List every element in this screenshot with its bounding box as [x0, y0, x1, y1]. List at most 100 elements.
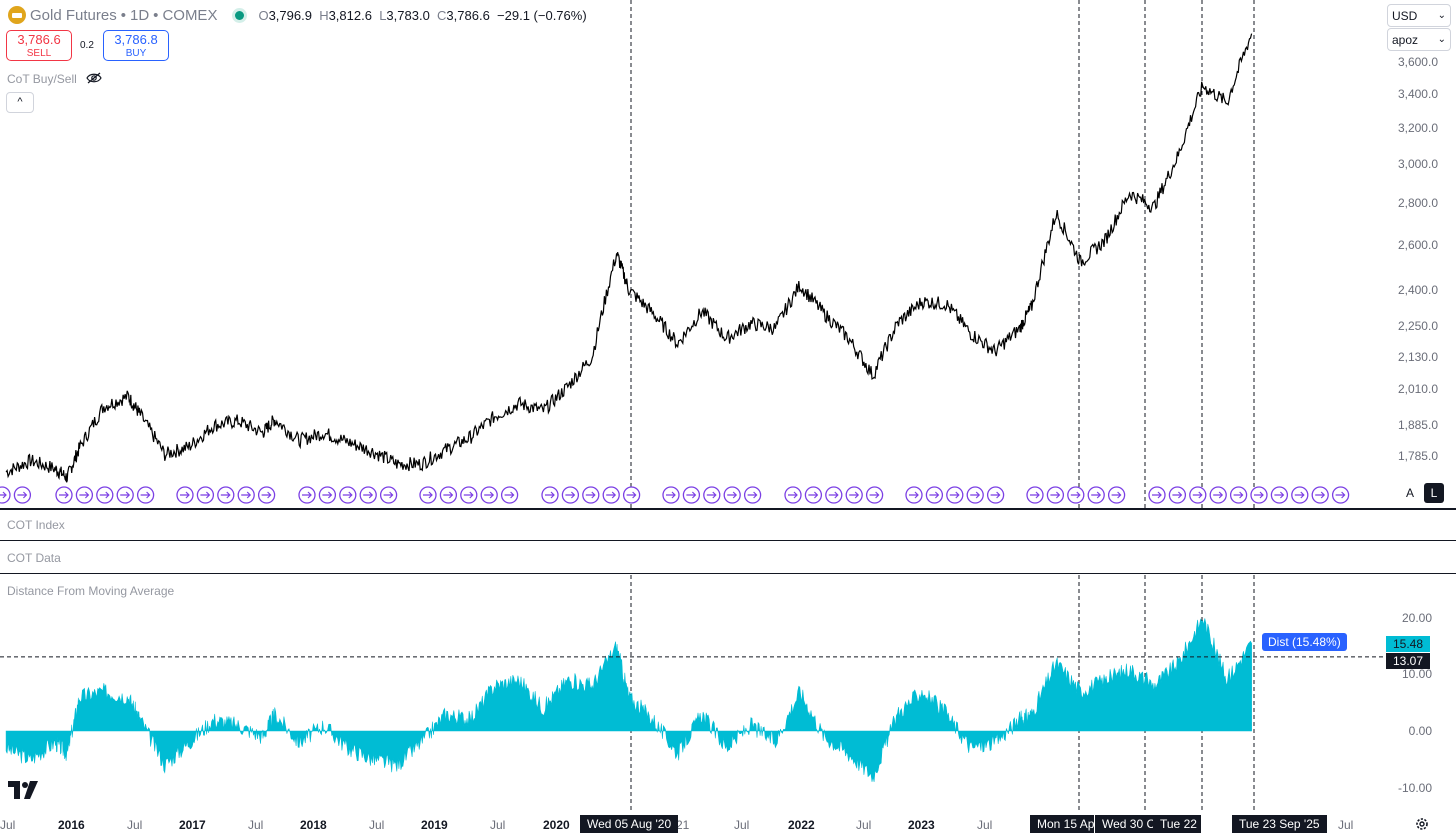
time-axis-tick: 2022: [788, 818, 815, 832]
arrow-right-icon: [1192, 491, 1203, 499]
price-axis-tick: 3,200.0: [1397, 121, 1438, 136]
pane-divider[interactable]: [0, 508, 1456, 510]
arrow-right-icon: [59, 491, 69, 499]
arrow-right-icon: [99, 491, 110, 499]
price-series-line: [5, 33, 1253, 483]
arrow-right-icon: [606, 491, 617, 499]
arrow-right-icon: [261, 491, 272, 499]
collapse-button[interactable]: ^: [6, 92, 34, 113]
settings-gear-icon[interactable]: [1414, 816, 1430, 832]
currency-select[interactable]: USD ⌄: [1387, 4, 1451, 27]
chevron-down-icon: ⌄: [1437, 34, 1446, 45]
time-axis-tick: Jul: [977, 818, 993, 832]
time-axis-tick: Jul: [0, 818, 16, 832]
event-date-tag: Wed 30 C: [1095, 815, 1155, 833]
arrow-right-icon: [808, 491, 819, 499]
symbol-header: Gold Futures • 1D • COMEX O3,796.9 H3,81…: [0, 0, 587, 30]
price-axis-tick: 2,400.0: [1397, 282, 1438, 297]
arrow-right-icon: [302, 491, 312, 499]
arrow-right-icon: [686, 491, 697, 499]
exchange: COMEX: [162, 6, 218, 24]
arrow-right-icon: [342, 491, 353, 499]
arrow-right-icon: [363, 491, 374, 499]
time-axis-tick: Jul: [1338, 818, 1354, 832]
pane-divider[interactable]: [0, 540, 1456, 541]
price-axis-tick: 3,400.0: [1397, 87, 1438, 102]
arrow-right-icon: [1254, 491, 1264, 499]
price-axis-tick: 1,885.0: [1397, 418, 1438, 433]
arrow-right-icon: [423, 491, 433, 499]
arrow-right-icon: [463, 491, 474, 499]
arrow-right-icon: [17, 491, 28, 499]
time-axis-tick: 21: [676, 818, 690, 832]
price-axis-tick: 2,010.0: [1397, 382, 1438, 397]
pane-divider[interactable]: [0, 573, 1456, 574]
arrow-right-icon: [443, 491, 454, 499]
log-scale-button[interactable]: L: [1424, 483, 1444, 503]
arrow-right-icon: [1111, 491, 1122, 499]
auto-scale-button[interactable]: A: [1405, 486, 1414, 500]
time-axis-tick: 2017: [179, 818, 206, 832]
arrow-right-icon: [484, 491, 495, 499]
arrow-right-icon: [990, 491, 1001, 499]
time-axis-tick: Jul: [490, 818, 506, 832]
cot-buysell-label[interactable]: CoT Buy/Sell: [7, 72, 102, 86]
price-axis-tick: 3,600.0: [1397, 55, 1438, 69]
time-axis-tick: 2023: [908, 818, 935, 832]
arrow-right-icon: [1070, 491, 1081, 499]
cot-data-label[interactable]: COT Data: [7, 551, 61, 565]
arrow-right-icon: [585, 491, 596, 499]
eye-hidden-icon[interactable]: [86, 72, 102, 84]
arrow-right-icon: [220, 491, 231, 499]
arrow-right-icon: [727, 491, 738, 499]
tradingview-logo-icon[interactable]: [8, 781, 40, 799]
arrow-right-icon: [929, 491, 940, 499]
event-date-tag: Wed 05 Aug '20: [580, 815, 679, 833]
separator: •: [153, 6, 159, 24]
buy-button[interactable]: 3,786.8 BUY: [103, 30, 169, 61]
arrow-right-icon: [241, 491, 252, 499]
arrow-right-icon: [383, 491, 394, 499]
price-axis-tick: 2,250.0: [1397, 318, 1438, 333]
arrow-right-icon: [666, 491, 676, 499]
hline-value-tag: 13.07: [1386, 653, 1430, 669]
arrow-right-icon: [849, 491, 860, 499]
dist-axis-tick: 10.00: [1401, 667, 1432, 682]
arrow-right-icon: [1315, 491, 1326, 499]
dist-ma-label[interactable]: Distance From Moving Average: [7, 584, 175, 598]
price-axis-tick: 3,000.0: [1397, 157, 1438, 172]
arrow-right-icon: [1050, 491, 1061, 499]
arrow-right-icon: [1274, 491, 1285, 499]
arrow-right-icon: [1335, 491, 1346, 499]
price-axis-tick: 1,785.0: [1397, 449, 1438, 463]
account-select[interactable]: apoz ⌄: [1387, 28, 1451, 51]
arrow-right-icon: [706, 491, 717, 499]
time-axis-tick: 2016: [58, 818, 85, 832]
price-axis-tick: 2,800.0: [1397, 196, 1438, 211]
gold-logo-icon: [8, 6, 26, 24]
time-axis-tick: Jul: [734, 818, 750, 832]
spread-value: 0.2: [80, 40, 94, 51]
interval[interactable]: 1D: [129, 6, 150, 24]
time-axis-tick: 2020: [543, 818, 570, 832]
price-axis-tick: 2,600.0: [1397, 237, 1438, 252]
market-open-icon: [235, 10, 245, 20]
dist-value-tag: 15.48: [1386, 636, 1430, 652]
arrow-right-icon: [949, 491, 960, 499]
dist-axis-tick: -10.00: [1397, 780, 1432, 795]
arrow-right-icon: [1294, 491, 1305, 499]
event-date-tag: Tue 23 Sep '25: [1232, 815, 1327, 833]
arrow-right-icon: [626, 491, 637, 499]
separator: •: [120, 6, 126, 24]
dist-series-label: Dist (15.48%): [1262, 633, 1347, 651]
symbol-name[interactable]: Gold Futures: [30, 6, 117, 24]
sell-button[interactable]: 3,786.6 SELL: [6, 30, 72, 61]
time-axis-tick: Jul: [248, 818, 264, 832]
arrow-right-icon: [322, 491, 333, 499]
arrow-right-icon: [788, 491, 798, 499]
arrow-right-icon: [869, 491, 880, 499]
cot-index-label[interactable]: COT Index: [7, 518, 65, 532]
time-axis-tick: 2018: [300, 818, 327, 832]
dist-axis-tick: 0.00: [1408, 724, 1432, 738]
